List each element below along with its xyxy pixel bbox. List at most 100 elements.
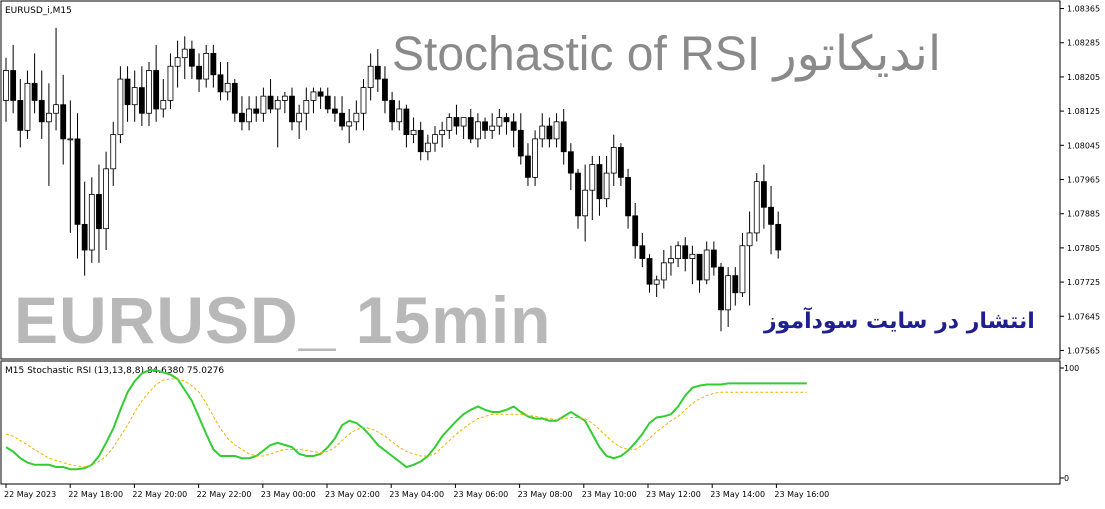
- candle: [38, 70, 45, 139]
- price-tick-label: 1.07565: [1067, 346, 1100, 355]
- candle: [196, 53, 202, 92]
- candle: [525, 143, 531, 186]
- candle: [274, 96, 281, 148]
- candle: [682, 237, 689, 272]
- candle: [589, 155, 596, 221]
- price-tick-label: 1.08205: [1067, 73, 1100, 82]
- stoch-d-line: [5, 378, 807, 468]
- candle: [403, 104, 410, 148]
- candle: [74, 113, 81, 259]
- candle: [432, 126, 438, 152]
- candle: [446, 113, 453, 139]
- indicator-axis: 100 0: [1060, 364, 1079, 483]
- candle: [496, 108, 503, 135]
- candle: [618, 143, 624, 186]
- candle: [253, 96, 260, 122]
- candle: [31, 53, 38, 114]
- candle: [53, 27, 59, 131]
- candle: [582, 164, 589, 242]
- time-tick-label: 23 May 06:00: [453, 490, 508, 499]
- candle: [396, 100, 403, 131]
- candle: [310, 87, 317, 114]
- candle: [703, 241, 710, 285]
- candle: [296, 104, 303, 139]
- indicator-tick-label: 100: [1064, 364, 1079, 373]
- candle: [453, 104, 460, 135]
- candle: [753, 173, 760, 242]
- candle: [160, 79, 167, 118]
- candle: [696, 253, 703, 293]
- candle: [217, 61, 224, 101]
- candle: [131, 70, 138, 122]
- candle: [3, 57, 9, 122]
- candle: [718, 262, 724, 332]
- candle: [331, 96, 338, 122]
- candle: [482, 117, 488, 139]
- price-tick-label: 1.07805: [1067, 244, 1100, 253]
- candle: [103, 151, 109, 251]
- candle: [10, 44, 17, 114]
- candle: [439, 121, 446, 148]
- indicator-tick-label: 0: [1064, 474, 1069, 483]
- candle: [260, 87, 267, 122]
- candle: [188, 40, 195, 80]
- candle: [224, 61, 231, 101]
- candlestick-series: [3, 27, 782, 332]
- candle: [668, 245, 674, 276]
- candle: [603, 155, 610, 208]
- candle: [653, 275, 660, 298]
- stochastic-rsi-lines: [5, 369, 807, 471]
- candle: [46, 83, 52, 186]
- candle: [467, 108, 474, 144]
- candle: [360, 79, 367, 131]
- candle: [675, 241, 681, 268]
- price-tick-label: 1.08125: [1067, 107, 1100, 116]
- time-tick-label: 23 May 00:00: [261, 490, 316, 499]
- publisher-label: انتشار در سایت سودآموز: [764, 309, 1035, 334]
- overlay-heading: Stochastic of RSI اندیکاتور: [392, 28, 942, 81]
- candle: [346, 108, 353, 144]
- candle: [203, 44, 210, 88]
- time-tick-label: 22 May 20:00: [132, 490, 187, 499]
- candle: [474, 113, 481, 148]
- candle: [367, 53, 374, 101]
- time-tick-label: 22 May 2023: [4, 490, 56, 499]
- candle: [88, 177, 95, 263]
- candle: [410, 117, 417, 144]
- candle: [761, 164, 767, 229]
- candle: [775, 211, 782, 259]
- time-tick-label: 23 May 08:00: [518, 490, 573, 499]
- candle: [353, 100, 360, 131]
- indicator-window-title: M15 Stochastic RSI (13,13,8,8) 84.6380 7…: [5, 366, 224, 376]
- candle: [267, 79, 274, 114]
- candle: [167, 53, 174, 109]
- candle: [417, 121, 424, 161]
- candle: [503, 113, 510, 135]
- candle: [689, 245, 696, 285]
- price-tick-label: 1.07885: [1067, 210, 1100, 219]
- candle: [81, 181, 88, 276]
- candle: [489, 113, 496, 139]
- time-tick-label: 23 May 14:00: [710, 490, 765, 499]
- candle: [339, 96, 345, 131]
- candle: [146, 61, 152, 127]
- candle: [510, 113, 517, 148]
- candle: [732, 267, 739, 306]
- candle: [96, 164, 102, 263]
- candle: [67, 100, 74, 233]
- candle: [382, 66, 388, 114]
- candle: [181, 36, 188, 80]
- candle: [517, 113, 524, 165]
- time-axis: 22 May 2023 22 May 18:00 22 May 20:00 22 Ma…: [4, 484, 829, 499]
- time-tick-label: 23 May 12:00: [646, 490, 701, 499]
- price-tick-label: 1.08285: [1067, 39, 1100, 48]
- main-window-title: EURUSD_i,M15: [5, 6, 72, 16]
- candle: [460, 117, 467, 139]
- time-tick-label: 22 May 18:00: [68, 490, 123, 499]
- price-tick-label: 1.07965: [1067, 176, 1100, 185]
- candle: [739, 232, 746, 298]
- candle: [746, 211, 753, 306]
- indicator-pane[interactable]: [0, 360, 1061, 485]
